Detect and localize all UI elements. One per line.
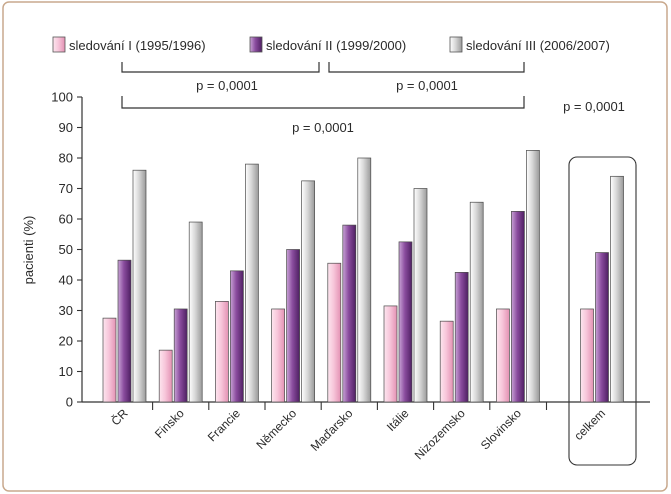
celkem-highlight-box	[568, 156, 637, 466]
p-value-i-iii: p = 0,0001	[292, 120, 354, 135]
bar-1-8	[580, 308, 594, 403]
bar-1-2	[215, 301, 229, 403]
legend-swatch-3	[449, 36, 463, 53]
bar-3-4	[357, 157, 372, 403]
bar-1-0	[102, 317, 117, 403]
legend-item-1: sledování I (1995/1996)	[52, 36, 206, 53]
y-axis-label: pacienti (%)	[21, 216, 36, 285]
bar-1-5	[383, 305, 398, 403]
legend-item-3: sledování III (2006/2007)	[449, 36, 610, 53]
legend-item-2: sledování II (1999/2000)	[249, 36, 406, 53]
p-value-celkem: p = 0,0001	[563, 99, 625, 114]
bar-1-1	[158, 349, 173, 403]
y-tick-label-40: 40	[59, 273, 73, 288]
significance-brackets	[121, 62, 525, 109]
p-value-ii-iii: p = 0,0001	[396, 78, 458, 93]
y-tick-label-70: 70	[59, 181, 73, 196]
y-tick-label-80: 80	[59, 151, 73, 166]
bar-1-4	[327, 262, 342, 403]
bar-3-7	[526, 150, 540, 403]
bracket-i-iii	[121, 96, 525, 109]
bar-3-6	[469, 201, 484, 403]
y-tick-label-60: 60	[59, 212, 73, 227]
bar-3-8	[610, 175, 624, 403]
bar-2-5	[398, 241, 413, 403]
legend-swatch-2	[249, 36, 263, 53]
y-tick-label-30: 30	[59, 303, 73, 318]
bar-2-1	[173, 308, 188, 403]
bar-2-0	[117, 259, 132, 403]
bar-3-3	[301, 180, 315, 403]
p-value-i-ii: p = 0,0001	[196, 78, 258, 93]
bar-3-2	[245, 163, 259, 403]
bar-2-4	[342, 224, 357, 403]
legend-swatch-1	[52, 36, 66, 53]
bar-2-2	[230, 270, 244, 403]
bar-1-7	[496, 308, 510, 403]
y-tick-label-10: 10	[59, 364, 73, 379]
y-tick-label-90: 90	[59, 120, 73, 135]
bar-1-6	[439, 320, 454, 403]
bracket-i-ii	[121, 62, 320, 73]
bar-2-8	[595, 252, 609, 403]
bar-2-3	[286, 249, 300, 403]
bar-3-0	[132, 169, 147, 403]
bar-2-7	[511, 211, 525, 403]
bars	[102, 150, 624, 403]
bar-2-6	[454, 272, 469, 403]
bar-3-1	[188, 221, 203, 403]
bar-1-3	[271, 308, 285, 403]
y-tick-label-100: 100	[51, 90, 73, 105]
legend-label-2: sledování II (1999/2000)	[266, 38, 406, 53]
legend-label-3: sledování III (2006/2007)	[466, 38, 610, 53]
legend-label-1: sledování I (1995/1996)	[69, 38, 206, 53]
y-tick-label-0: 0	[66, 395, 73, 410]
bracket-ii-iii	[328, 62, 525, 73]
y-tick-label-20: 20	[59, 334, 73, 349]
legend: sledování I (1995/1996) sledování II (19…	[52, 36, 610, 53]
y-tick-label-50: 50	[59, 242, 73, 257]
bar-3-5	[413, 188, 428, 403]
